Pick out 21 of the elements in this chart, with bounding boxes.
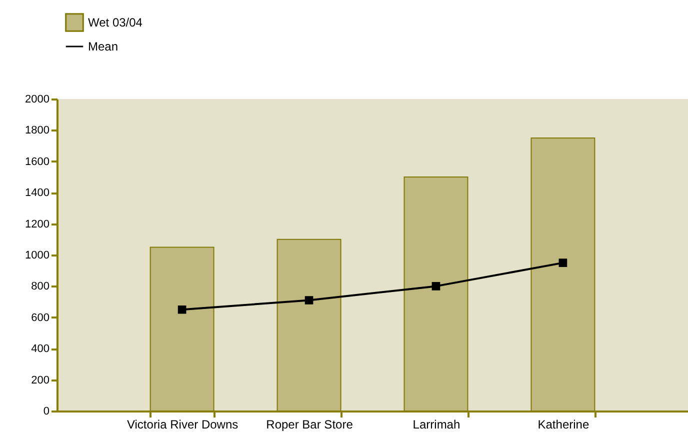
- x-tick-label: Katherine: [538, 418, 590, 432]
- x-tick-label: Roper Bar Store: [266, 418, 354, 432]
- y-tick-label: 1000: [25, 250, 50, 262]
- point: [558, 258, 568, 267]
- point: [304, 296, 314, 304]
- y-tick-label: 2000: [25, 94, 50, 106]
- y-tick-label: 1400: [25, 187, 50, 200]
- y-tick-label: 600: [31, 312, 50, 324]
- legend-label: Wet 03/04: [88, 16, 143, 30]
- y-tick-label: 800: [31, 280, 50, 293]
- x-tick-label: Victoria River Downs: [126, 418, 238, 432]
- legend-label: Mean: [88, 40, 118, 54]
- y-tick-label: 1600: [25, 156, 50, 168]
- y-tick-label: 1200: [25, 218, 50, 230]
- x-tick-label: Larrimah: [412, 418, 460, 432]
- y-tick-label: 1800: [25, 124, 50, 137]
- point: [178, 305, 186, 314]
- y-tick-label: 200: [31, 374, 50, 386]
- point: [432, 282, 440, 290]
- y-tick-label: 400: [31, 343, 50, 356]
- y-tick-label: 0: [43, 406, 50, 418]
